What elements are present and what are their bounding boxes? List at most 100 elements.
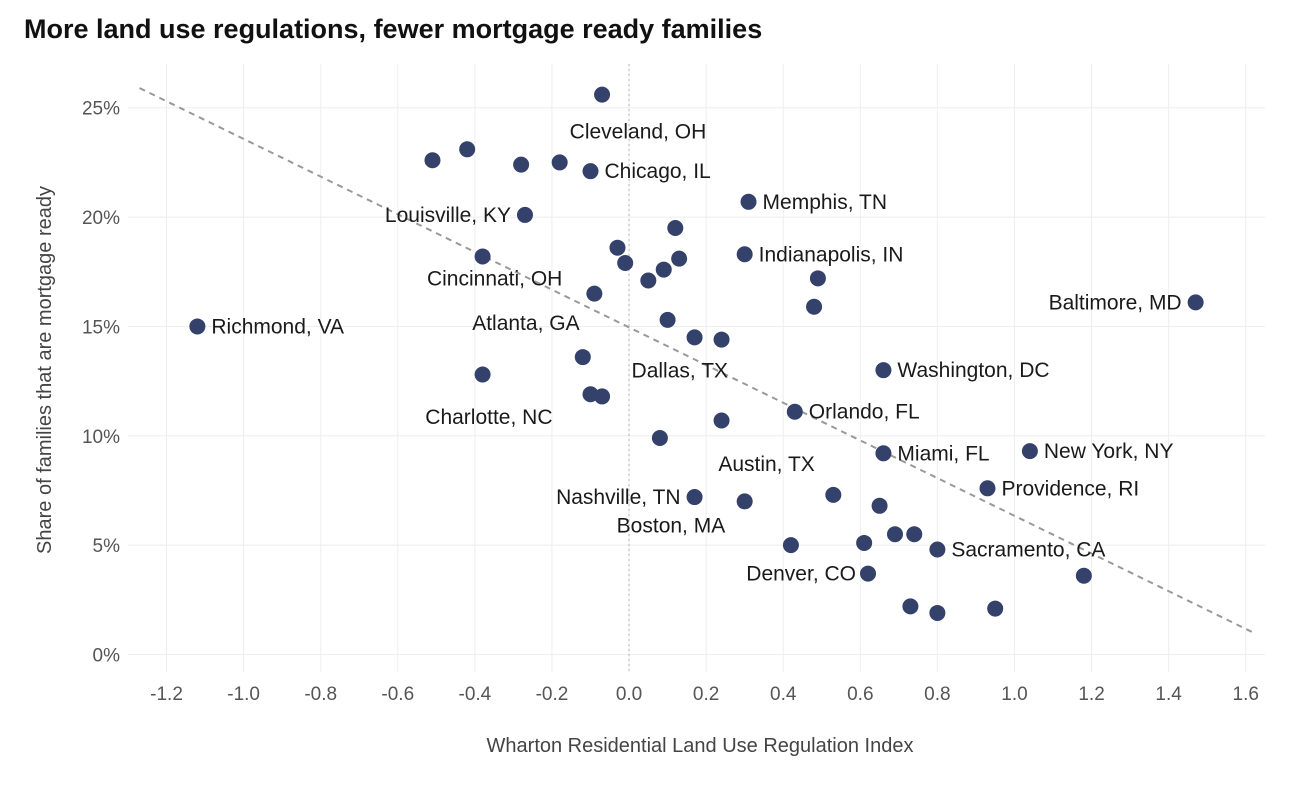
data-point	[929, 604, 946, 621]
data-point	[736, 246, 753, 263]
data-point	[825, 486, 842, 503]
point-label: Denver, CO	[746, 563, 856, 586]
point-label: Providence, RI	[1001, 477, 1139, 500]
data-point	[551, 154, 568, 171]
y-tick-label: 0%	[93, 646, 121, 667]
data-point	[651, 429, 668, 446]
data-point	[667, 220, 684, 237]
data-point	[1187, 294, 1204, 311]
data-point	[586, 285, 603, 302]
data-point	[424, 152, 441, 169]
data-point	[740, 193, 757, 210]
point-label: Louisville, KY	[385, 204, 511, 227]
y-tick-label: 20%	[82, 208, 120, 229]
data-point	[906, 526, 923, 543]
point-label: Richmond, VA	[211, 315, 344, 338]
point-labels: Cleveland, OH Chicago, IL Memphis, TN Louis…	[211, 120, 1181, 585]
data-point	[860, 565, 877, 582]
point-label: Baltimore, MD	[1049, 291, 1182, 314]
data-point	[713, 412, 730, 429]
data-point	[686, 489, 703, 506]
point-label: Cincinnati, OH	[427, 268, 562, 291]
x-tick-label: 0.6	[847, 684, 873, 705]
data-point	[640, 272, 657, 289]
data-point	[806, 298, 823, 315]
x-tick-label: 0.2	[693, 684, 719, 705]
data-point	[809, 270, 826, 287]
chart-title: More land use regulations, fewer mortgag…	[24, 14, 763, 44]
x-tick-label: -0.6	[381, 684, 414, 705]
x-tick-label: 0.8	[924, 684, 950, 705]
data-point	[736, 493, 753, 510]
x-tick-label: -0.8	[304, 684, 337, 705]
point-label: Atlanta, GA	[472, 312, 579, 335]
x-tick-label: 1.0	[1001, 684, 1027, 705]
grid-lines	[128, 64, 1265, 672]
point-label: Orlando, FL	[809, 401, 920, 424]
point-label: Chicago, IL	[605, 160, 711, 183]
data-point	[459, 141, 476, 158]
data-point	[886, 526, 903, 543]
data-point	[871, 497, 888, 514]
data-point	[929, 541, 946, 558]
data-points	[189, 86, 1204, 621]
data-point	[582, 163, 599, 180]
point-label: Boston, MA	[617, 514, 726, 537]
point-label: Charlotte, NC	[425, 406, 552, 429]
point-label: Austin, TX	[718, 453, 815, 476]
point-label: Nashville, TN	[556, 486, 680, 509]
data-point	[513, 156, 530, 173]
y-tick-label: 25%	[82, 99, 120, 120]
data-point	[987, 600, 1004, 617]
data-point	[1021, 443, 1038, 460]
data-point	[979, 480, 996, 497]
point-label: Indianapolis, IN	[759, 243, 904, 266]
point-label: Dallas, TX	[632, 360, 728, 383]
x-tick-label: 1.2	[1078, 684, 1104, 705]
data-point	[655, 261, 672, 278]
x-tick-label: 1.4	[1155, 684, 1182, 705]
data-point	[516, 206, 533, 223]
data-point	[594, 86, 611, 103]
data-point	[617, 255, 634, 272]
point-label: Memphis, TN	[763, 191, 887, 214]
x-tick-label: 0.0	[616, 684, 642, 705]
data-point	[875, 362, 892, 379]
data-point	[856, 534, 873, 551]
data-point	[686, 329, 703, 346]
x-tick-label: -0.2	[536, 684, 569, 705]
y-tick-label: 10%	[82, 427, 120, 448]
y-tick-label: 15%	[82, 317, 120, 338]
y-tick-label: 5%	[93, 536, 121, 557]
point-label: Miami, FL	[897, 442, 989, 465]
data-point	[609, 239, 626, 256]
data-point	[574, 349, 591, 366]
point-label: Cleveland, OH	[570, 120, 707, 143]
point-label: Washington, DC	[897, 359, 1049, 382]
data-point	[902, 598, 919, 615]
point-label: Sacramento, CA	[951, 539, 1105, 562]
data-point	[671, 250, 688, 267]
data-point	[875, 445, 892, 462]
data-point	[1075, 567, 1092, 584]
data-point	[594, 388, 611, 405]
trend-line-group	[139, 87, 1254, 634]
data-point	[782, 537, 799, 554]
y-axis-label: Share of families that are mortgage read…	[34, 186, 56, 554]
x-axis-label: Wharton Residential Land Use Regulation …	[487, 735, 914, 757]
x-tick-label: 1.6	[1233, 684, 1259, 705]
x-tick-label: -0.4	[459, 684, 492, 705]
data-point	[474, 366, 491, 383]
data-point	[713, 331, 730, 348]
x-tick-label: -1.2	[150, 684, 183, 705]
data-point	[474, 248, 491, 265]
x-tick-label: 0.4	[770, 684, 797, 705]
data-point	[786, 403, 803, 420]
data-point	[659, 311, 676, 328]
point-label: New York, NY	[1044, 440, 1174, 463]
trend-line	[139, 87, 1254, 634]
x-axis-ticks: -1.2 -1.0 -0.8 -0.6 -0.4 -0.2 0.0 0.2 0.4 0.6 0.8 1…	[150, 684, 1259, 705]
data-point	[189, 318, 206, 335]
y-axis-ticks: 0% 5% 10% 15% 20% 25%	[82, 99, 120, 667]
